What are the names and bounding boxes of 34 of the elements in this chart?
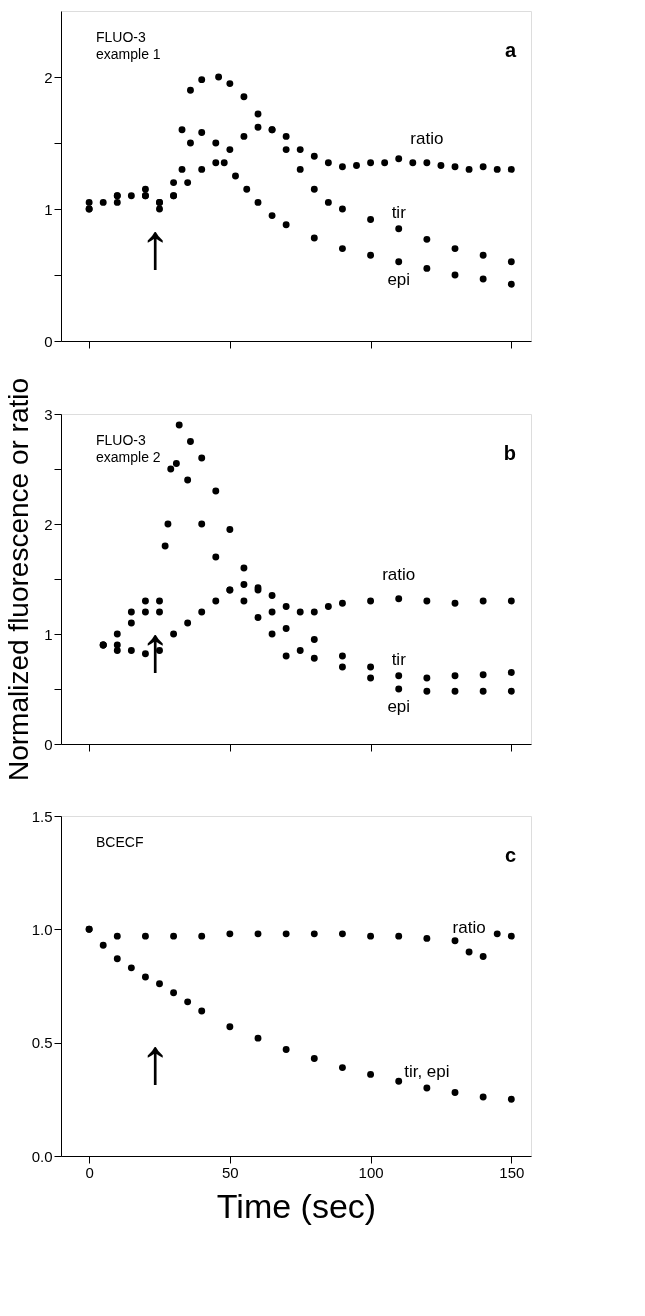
annotation: a bbox=[504, 39, 517, 61]
y-tick-label: 0.5 bbox=[31, 1034, 53, 1052]
annotation: FLUO-3 example 1 bbox=[96, 29, 161, 62]
series-label: tir bbox=[391, 649, 407, 669]
x-tick-label: 0 bbox=[85, 1163, 94, 1181]
y-tick-label: 0 bbox=[44, 735, 53, 753]
y-tick-label: 1 bbox=[44, 625, 53, 643]
annotation: ↑ bbox=[139, 613, 171, 685]
annotation: FLUO-3 example 2 bbox=[96, 432, 161, 465]
series-label: epi bbox=[387, 269, 411, 289]
series-label: ratio bbox=[382, 564, 416, 584]
annotation: ↑ bbox=[139, 210, 171, 282]
annotation: b bbox=[503, 442, 516, 464]
y-tick-label: 1.5 bbox=[31, 807, 53, 825]
y-tick-label: 0.0 bbox=[31, 1147, 53, 1165]
x-axis-title: Time (sec) bbox=[216, 1186, 377, 1225]
series-label: ratio bbox=[410, 128, 444, 148]
x-tick-label: 100 bbox=[358, 1163, 384, 1181]
annotation: BCECF bbox=[96, 834, 144, 850]
series-label: epi bbox=[387, 697, 411, 716]
series-label: tir bbox=[391, 202, 407, 222]
y-tick-label: 1.0 bbox=[31, 920, 53, 938]
series-label: ratio bbox=[452, 918, 486, 937]
y-tick-label: 1 bbox=[44, 200, 53, 218]
x-tick-label: 50 bbox=[222, 1163, 239, 1181]
y-tick-label: 0 bbox=[44, 332, 53, 350]
series-label: tir, epi bbox=[404, 1062, 450, 1081]
y-axis-title: Normalized fluorescence or ratio bbox=[3, 377, 35, 782]
y-tick-label: 2 bbox=[44, 515, 53, 533]
y-tick-label: 3 bbox=[44, 405, 53, 423]
annotation: c bbox=[504, 844, 516, 866]
x-tick-label: 150 bbox=[499, 1163, 525, 1181]
annotation: ↑ bbox=[139, 1025, 171, 1097]
y-tick-label: 2 bbox=[44, 68, 53, 86]
